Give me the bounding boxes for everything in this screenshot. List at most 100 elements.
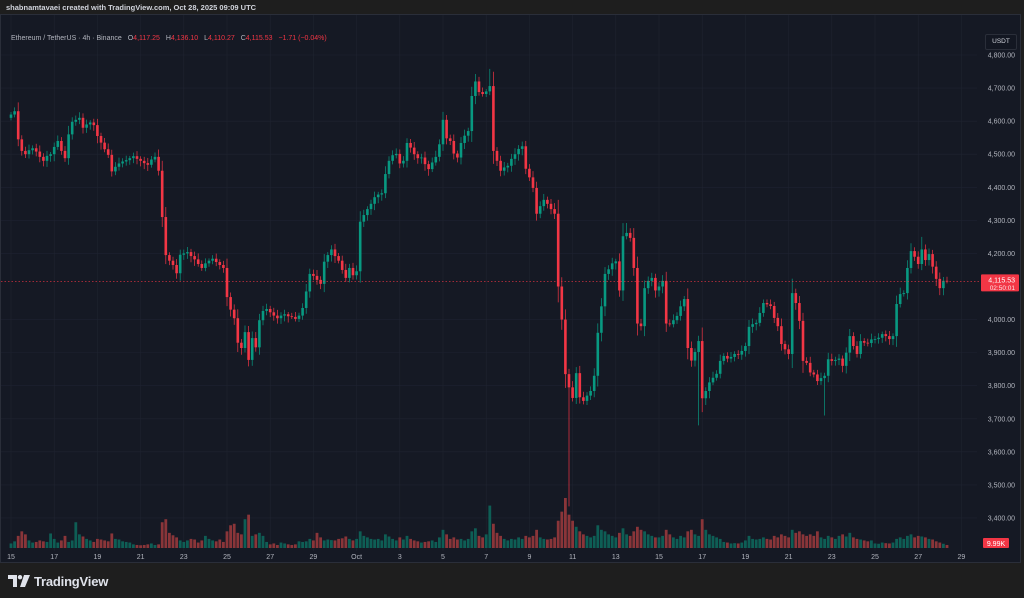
volume-bar [153,544,157,548]
volume-bar [106,541,110,548]
volume-bar [661,535,664,548]
candle-down [664,280,668,324]
candle-down [499,160,502,171]
candle-down [456,153,459,158]
candlestick-chart[interactable]: 4,800.00 4,700.00 4,600.00 4,500.00 4,400.00… [1,15,1022,564]
time-tick-label: 9 [527,554,531,561]
volume-bar [258,532,261,548]
volume-bar [826,535,830,548]
candle-up [394,153,398,156]
candle-down [409,142,412,148]
volume-bar [560,511,564,548]
volume-bar [459,538,463,548]
candle-up [510,158,513,166]
price-markers: 4,115.53 02:50:01 9.99K [1,274,1019,548]
volume-bar [74,522,78,548]
candle-up [675,315,679,321]
candle-up [117,163,121,167]
candle-up [834,359,837,361]
candle-down [560,286,564,320]
volume-bar [747,535,751,548]
volume-bar [441,529,445,548]
candle-down [240,342,243,349]
candle-down [81,117,85,128]
candle-down [830,359,834,361]
footer-brand[interactable]: TradingView [8,572,108,590]
time-tick-label: 19 [742,554,750,561]
volume-bar [146,544,150,548]
volume-bar [92,541,96,548]
volume-bar [682,537,686,548]
candle-up [895,304,898,337]
candle-down [175,264,178,274]
candle-down [448,138,452,141]
candle-down [157,156,160,171]
volume-bar [524,535,528,548]
time-tick-label: 15 [7,554,15,561]
chart-panel[interactable]: 4,800.00 4,700.00 4,600.00 4,500.00 4,400.00… [0,14,1021,563]
volume-bar [240,534,243,548]
candle-up [297,315,301,319]
candle-down [776,317,780,327]
top-bar: shabnamtavaei created with TradingView.c… [0,0,1024,14]
volume-bar [416,541,420,548]
volume-bar [848,532,852,548]
volume-bar [736,543,740,548]
volume-bar [564,498,567,548]
candle-down [855,346,859,354]
candle-up [600,306,603,333]
volume-bar [639,529,643,548]
time-axis[interactable]: 15 17 19 21 23 25 27 29 Oct 3 5 7 9 11 13 15 17 19 21 23 25 2… [7,554,965,561]
candle-down [164,217,168,256]
volume-bar [391,538,394,548]
candle-down [337,256,340,261]
currency-button[interactable]: USDT [985,34,1017,50]
volume-bar [110,533,114,548]
candle-up [650,277,654,281]
candle-up [70,121,74,135]
volume-bar [888,543,891,548]
candle-down [229,297,232,310]
volume-bar [906,535,909,548]
candle-down [772,306,776,318]
candle-up [942,280,945,289]
candle-up [438,144,441,157]
candle-down [549,203,553,210]
volume-bar [103,540,106,548]
volume-bar [812,535,816,548]
candle-up [261,310,265,321]
volume-bar [726,542,729,548]
volume-bar [567,514,571,548]
candle-up [85,124,88,128]
candle-up [182,253,186,255]
volume-bar [934,541,938,548]
price-tick-label: 4,300.00 [988,218,1015,225]
candle-up [708,382,711,391]
volume-bar [488,505,492,548]
candle-down [938,278,942,289]
volume-bar [344,536,348,548]
volume-bar [852,537,855,548]
candle-down [189,252,193,257]
volume-bar [805,535,808,548]
volume-bar [744,540,747,548]
volume-bar [330,540,333,548]
volume-bar [189,538,193,548]
candle-up [380,193,384,195]
volume-bar [276,544,279,548]
price-axis[interactable]: 4,800.00 4,700.00 4,600.00 4,500.00 4,400.00… [988,53,1015,523]
candle-down [99,136,103,143]
volume-bar [808,534,812,548]
volume-bar [697,535,700,548]
volume-bar [636,526,639,548]
candle-down [168,255,171,261]
volume-bar [880,542,884,548]
price-tick-label: 3,700.00 [988,416,1015,423]
candle-down [866,342,870,344]
candle-up [538,206,542,214]
volume-bar [628,535,632,548]
symbol-title[interactable]: Ethereum / TetherUS · 4h · Binance [11,35,122,42]
candle-up [243,332,247,349]
time-tick-label: 29 [310,554,318,561]
candle-up [661,280,664,287]
